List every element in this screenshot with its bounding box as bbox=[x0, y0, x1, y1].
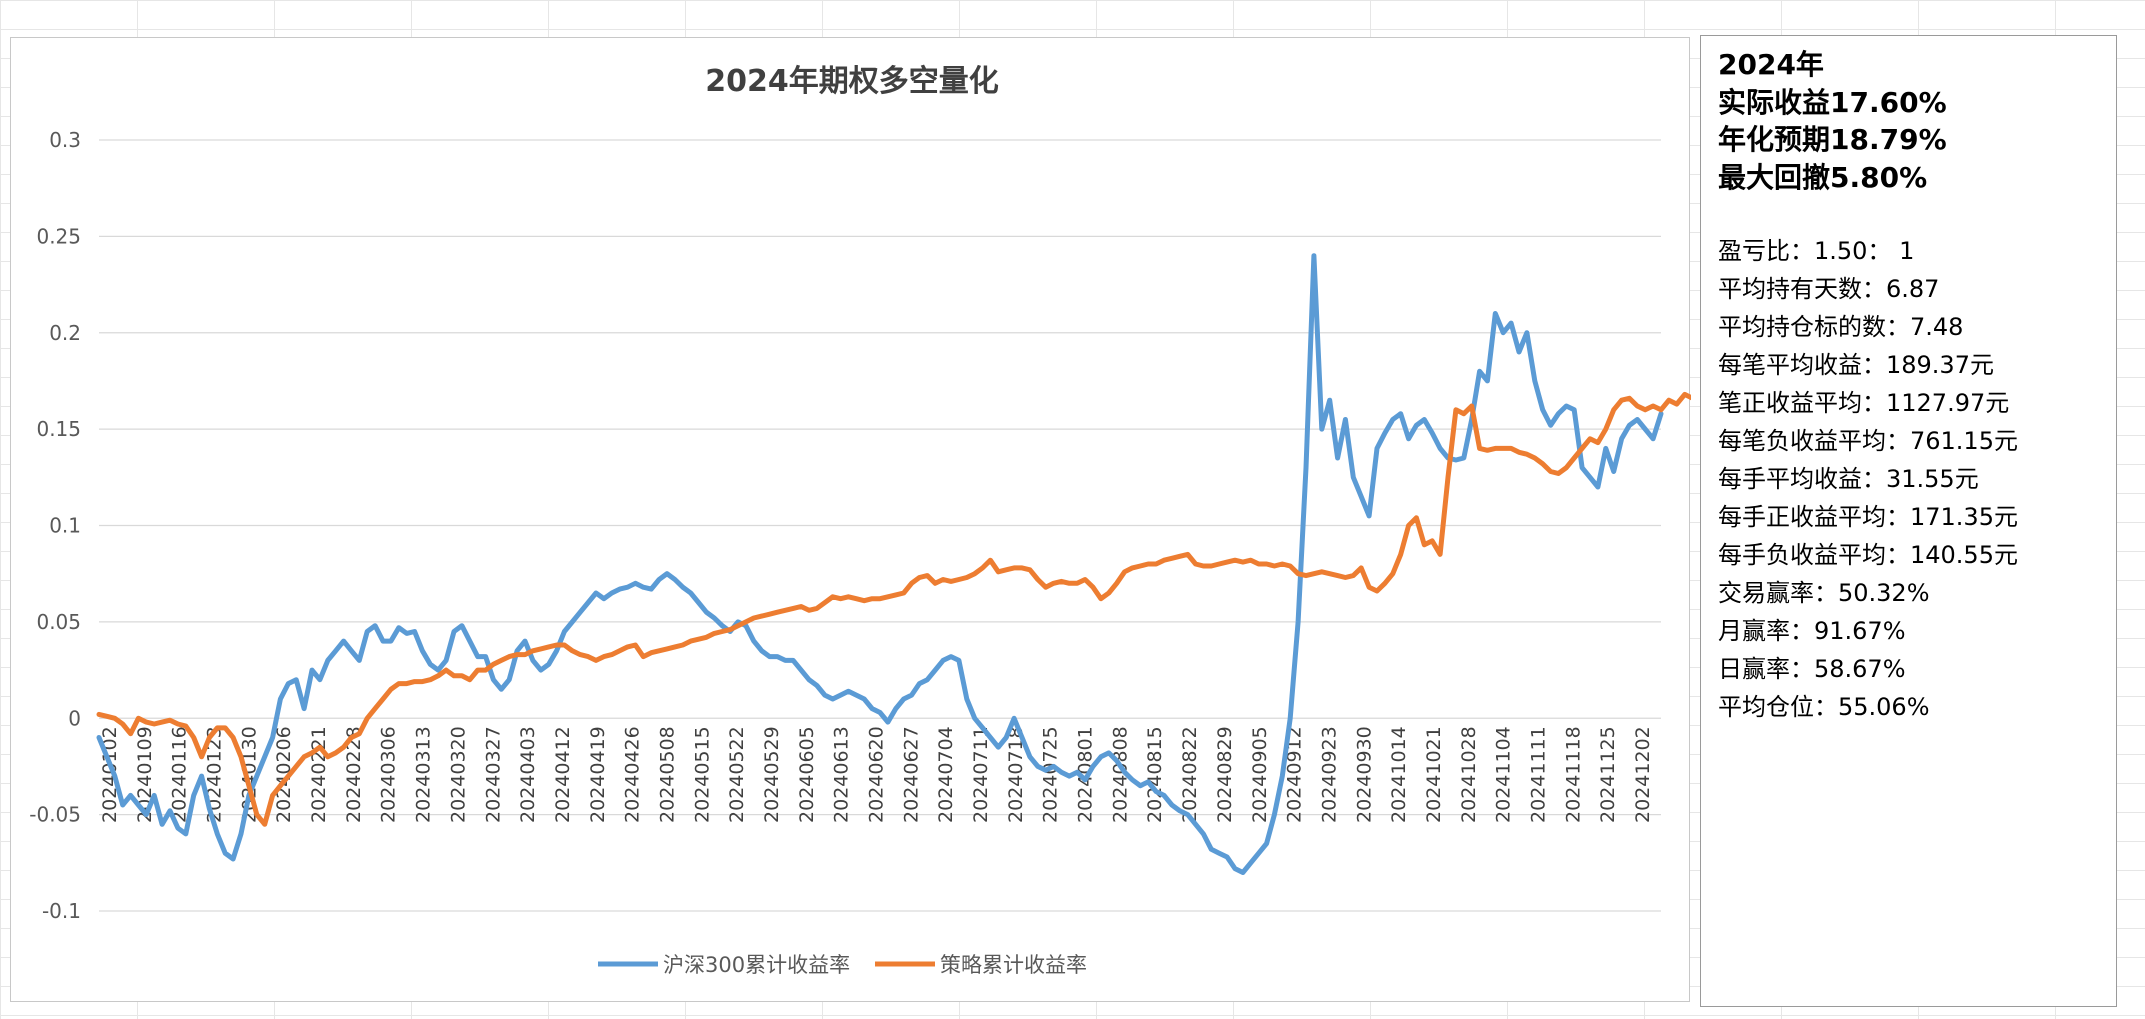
x-tick-label: 20240704 bbox=[935, 726, 957, 823]
series-lines bbox=[96, 253, 1691, 875]
x-tick-label: 20240228 bbox=[343, 726, 365, 823]
x-tick-label: 20240822 bbox=[1179, 726, 1201, 823]
stat-daily-win-rate: 日赢率：58.67% bbox=[1718, 655, 1906, 683]
x-tick-label: 20240829 bbox=[1214, 726, 1236, 823]
series-line-hs300 bbox=[96, 253, 1664, 875]
y-tick-label: 0.25 bbox=[36, 224, 81, 248]
x-tick-label: 20240529 bbox=[761, 726, 783, 823]
y-tick-label: -0.1 bbox=[42, 899, 81, 923]
stats-year: 2024年 bbox=[1718, 48, 1824, 81]
x-tick-label: 20241014 bbox=[1388, 726, 1410, 823]
x-tick-label: 20240306 bbox=[378, 726, 400, 823]
x-tick-label: 20240221 bbox=[308, 726, 330, 823]
x-tick-label: 20241118 bbox=[1562, 726, 1584, 823]
series-line-strategy bbox=[96, 391, 1691, 827]
x-tick-label: 20240313 bbox=[413, 726, 435, 823]
x-tick-label: 20240109 bbox=[134, 726, 156, 823]
x-tick-label: 20241104 bbox=[1493, 726, 1515, 823]
stats-max-drawdown: 最大回撤5.80% bbox=[1718, 160, 1928, 194]
x-tick-label: 20240905 bbox=[1249, 726, 1271, 823]
chart-title: 2024年期权多空量化 bbox=[705, 64, 999, 99]
legend-label-hs300: 沪深300累计收益率 bbox=[663, 953, 850, 977]
stat-avg-lot-return: 每手平均收益：31.55元 bbox=[1718, 465, 1979, 493]
x-tick-label: 20241111 bbox=[1527, 726, 1549, 823]
x-tick-label: 20240711 bbox=[970, 726, 992, 823]
x-tick-label: 20240627 bbox=[900, 726, 922, 823]
stat-avg-position-ratio: 平均仓位：55.06% bbox=[1718, 693, 1930, 721]
x-tick-label: 20240725 bbox=[1040, 726, 1062, 823]
x-tick-label: 20240620 bbox=[866, 726, 888, 823]
stat-monthly-win-rate: 月赢率：91.67% bbox=[1718, 617, 1906, 645]
x-tick-label: 20241021 bbox=[1423, 726, 1445, 823]
stat-avg-positive-trade: 笔正收益平均：1127.97元 bbox=[1718, 389, 2010, 417]
gridlines bbox=[99, 139, 1661, 912]
stat-avg-positive-lot: 每手正收益平均：171.35元 bbox=[1718, 503, 2018, 531]
stat-trade-win-rate: 交易赢率：50.32% bbox=[1718, 579, 1930, 607]
stat-avg-trade-return: 每笔平均收益：189.37元 bbox=[1718, 351, 1994, 379]
stats-panel[interactable]: 2024年 实际收益17.60% 年化预期18.79% 最大回撤5.80% 盈亏… bbox=[1700, 35, 2117, 1007]
y-tick-label: 0.15 bbox=[36, 417, 81, 441]
y-tick-label: 0.2 bbox=[49, 321, 81, 345]
x-axis-ticks: 20240102 20240109 20240116 20240123 20240130… bbox=[99, 726, 1654, 823]
y-tick-label: -0.05 bbox=[29, 803, 81, 827]
stat-avg-positions: 平均持仓标的数：7.48 bbox=[1718, 313, 1964, 341]
x-tick-label: 20240923 bbox=[1318, 726, 1340, 823]
x-tick-label: 20240912 bbox=[1284, 726, 1306, 823]
stat-avg-negative-lot: 每手负收益平均：140.55元 bbox=[1718, 541, 2018, 569]
stat-avg-holding-days: 平均持有天数：6.87 bbox=[1718, 275, 1940, 303]
x-tick-label: 20240116 bbox=[169, 726, 191, 823]
x-tick-label: 20240808 bbox=[1109, 726, 1131, 823]
line-chart: 2024年期权多空量化 -0.1 -0.05 0 0.05 0.1 0.15 0.2 0.25… bbox=[29, 64, 1691, 977]
x-tick-label: 20241125 bbox=[1597, 726, 1619, 823]
x-tick-label: 20240327 bbox=[482, 726, 504, 823]
x-tick-label: 20240613 bbox=[831, 726, 853, 823]
chart-panel[interactable]: 2024年期权多空量化 -0.1 -0.05 0 0.05 0.1 0.15 0.2 0.25… bbox=[10, 37, 1691, 1002]
y-tick-label: 0 bbox=[68, 706, 81, 730]
stat-avg-negative-trade: 每笔负收益平均：761.15元 bbox=[1718, 427, 2018, 455]
x-tick-label: 20240508 bbox=[656, 726, 678, 823]
legend-label-strategy: 策略累计收益率 bbox=[940, 953, 1087, 977]
x-tick-label: 20240515 bbox=[691, 726, 713, 823]
stat-profit-loss-ratio: 盈亏比：1.50： 1 bbox=[1718, 237, 1915, 265]
x-tick-label: 20240403 bbox=[517, 726, 539, 823]
x-tick-label: 20240320 bbox=[447, 726, 469, 823]
x-tick-label: 20240522 bbox=[726, 726, 748, 823]
x-tick-label: 20240419 bbox=[587, 726, 609, 823]
legend: 沪深300累计收益率 策略累计收益率 bbox=[598, 953, 1087, 977]
y-axis-ticks: -0.1 -0.05 0 0.05 0.1 0.15 0.2 0.25 0.3 bbox=[29, 128, 81, 923]
x-tick-label: 20240930 bbox=[1353, 726, 1375, 823]
x-tick-label: 20240605 bbox=[796, 726, 818, 823]
y-tick-label: 0.3 bbox=[49, 128, 81, 152]
x-tick-label: 20240426 bbox=[622, 726, 644, 823]
x-tick-label: 20241202 bbox=[1632, 726, 1654, 823]
x-tick-label: 20240718 bbox=[1005, 726, 1027, 823]
stats-annualized: 年化预期18.79% bbox=[1718, 123, 1947, 156]
x-tick-label: 20240815 bbox=[1144, 726, 1166, 823]
x-tick-label: 20240412 bbox=[552, 726, 574, 823]
y-tick-label: 0.05 bbox=[36, 610, 81, 634]
x-tick-label: 20241028 bbox=[1458, 726, 1480, 823]
x-tick-label: 20240206 bbox=[273, 726, 295, 823]
y-tick-label: 0.1 bbox=[49, 514, 81, 538]
stats-actual-return: 实际收益17.60% bbox=[1718, 85, 1947, 119]
